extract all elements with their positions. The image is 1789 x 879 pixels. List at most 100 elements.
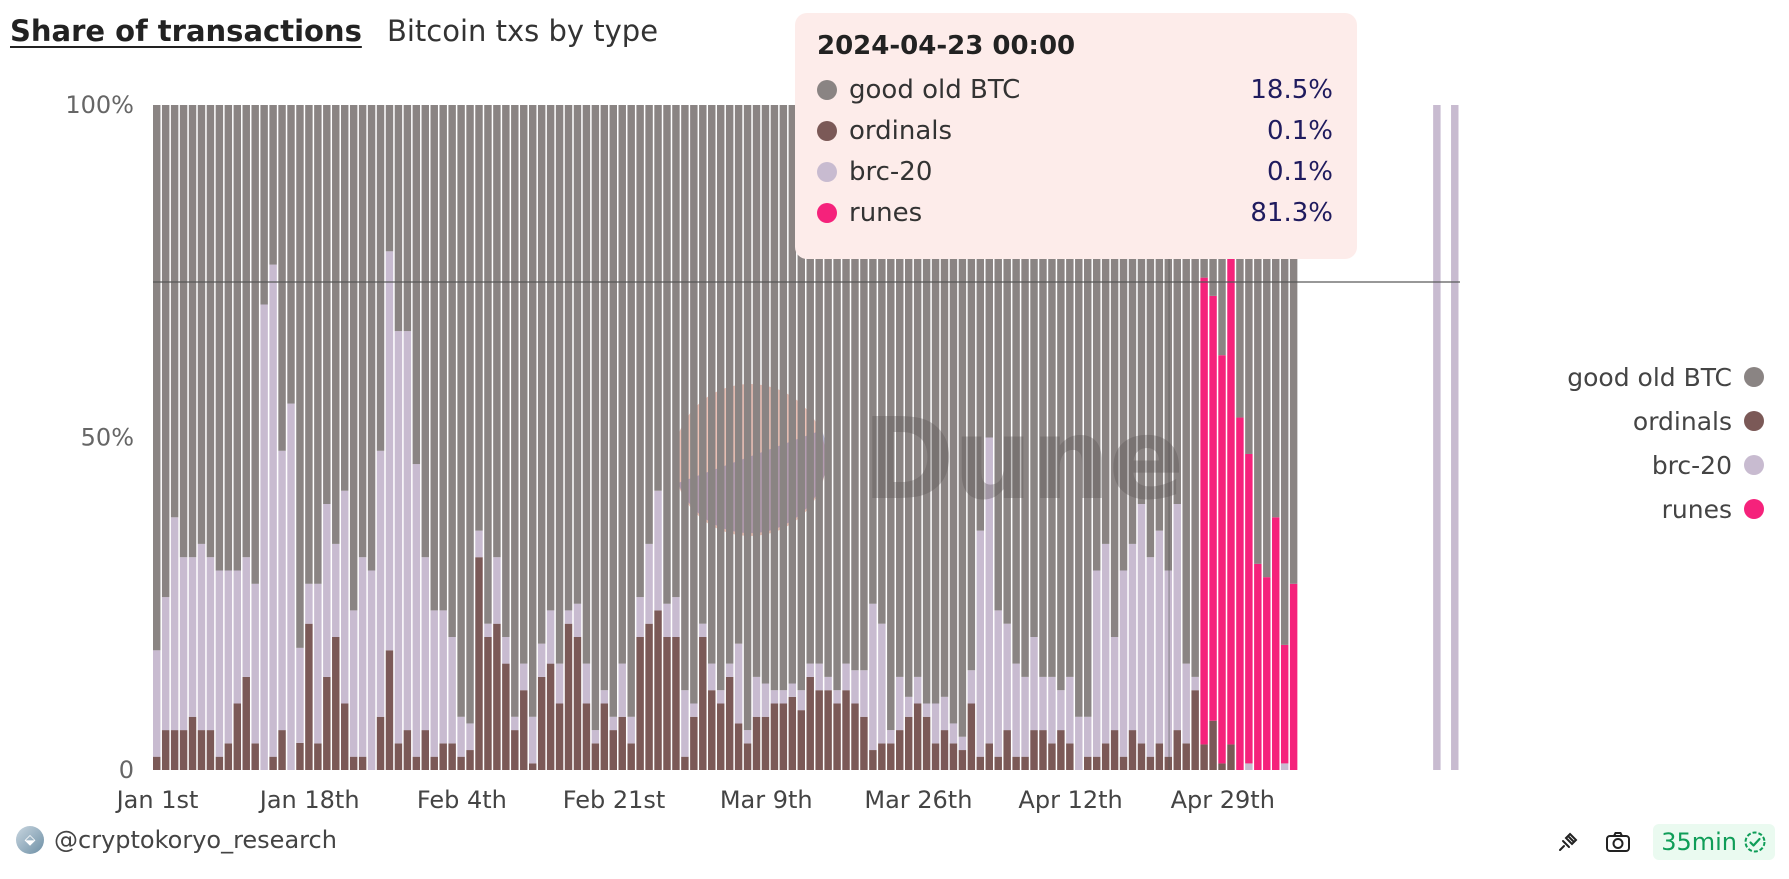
bar-ordinals[interactable] bbox=[1066, 743, 1074, 770]
bar-btc[interactable] bbox=[734, 105, 743, 644]
bar-brc20[interactable] bbox=[1110, 637, 1119, 731]
bar-btc[interactable] bbox=[627, 105, 635, 717]
bar-brc20[interactable] bbox=[242, 557, 250, 677]
bar-btc[interactable] bbox=[904, 105, 913, 697]
bar-ordinals[interactable] bbox=[591, 743, 600, 770]
bar-brc20[interactable] bbox=[860, 670, 868, 717]
bar-btc[interactable] bbox=[600, 105, 609, 691]
bar-btc[interactable] bbox=[340, 105, 349, 491]
bar-brc20[interactable] bbox=[385, 251, 394, 651]
bar-brc20[interactable] bbox=[699, 623, 707, 637]
bar-runes[interactable] bbox=[1245, 453, 1253, 764]
bar-brc20[interactable] bbox=[1119, 570, 1128, 757]
bar-brc20[interactable] bbox=[708, 663, 716, 691]
bar-brc20[interactable] bbox=[466, 723, 474, 751]
bar-btc[interactable] bbox=[511, 105, 519, 717]
bar-ordinals[interactable] bbox=[457, 756, 465, 770]
bar-runes[interactable] bbox=[1254, 563, 1262, 770]
bar-brc20[interactable] bbox=[1182, 663, 1190, 744]
bar-ordinals[interactable] bbox=[824, 690, 832, 770]
bar-btc[interactable] bbox=[663, 105, 671, 604]
bar-brc20[interactable] bbox=[376, 450, 385, 717]
bar-ordinals[interactable] bbox=[967, 703, 976, 771]
bar-ordinals[interactable] bbox=[323, 676, 331, 770]
bar-btc[interactable] bbox=[349, 105, 358, 611]
bar-brc20[interactable] bbox=[188, 557, 197, 717]
bar-ordinals[interactable] bbox=[546, 663, 555, 770]
chart-title[interactable]: Share of transactions bbox=[10, 14, 362, 48]
bar-btc[interactable] bbox=[1084, 105, 1092, 717]
bar-brc20[interactable] bbox=[752, 676, 761, 717]
bar-btc[interactable] bbox=[1092, 105, 1101, 571]
bar-brc20[interactable] bbox=[358, 557, 367, 757]
bar-btc[interactable] bbox=[743, 105, 752, 731]
bar-brc20[interactable] bbox=[806, 663, 814, 677]
bar-ordinals[interactable] bbox=[332, 637, 340, 770]
bar-btc[interactable] bbox=[1272, 105, 1280, 518]
bar-brc20[interactable] bbox=[779, 690, 788, 704]
bar-brc20[interactable] bbox=[197, 543, 206, 731]
legend-item-btc[interactable]: good old BTC bbox=[1567, 355, 1764, 399]
bar-btc[interactable] bbox=[475, 105, 483, 531]
bar-ordinals[interactable] bbox=[690, 716, 698, 770]
bar-ordinals[interactable] bbox=[1155, 743, 1164, 770]
bar-ordinals[interactable] bbox=[153, 756, 161, 770]
bar-btc[interactable] bbox=[188, 105, 197, 558]
bar-btc[interactable] bbox=[1110, 105, 1119, 637]
bar-btc[interactable] bbox=[896, 105, 904, 677]
bar-brc20[interactable] bbox=[457, 716, 465, 757]
bar-ordinals[interactable] bbox=[1039, 730, 1047, 770]
bar-brc20[interactable] bbox=[636, 597, 644, 637]
bar-ordinals[interactable] bbox=[1182, 743, 1190, 770]
bar-ordinals[interactable] bbox=[788, 696, 797, 770]
bar-brc20[interactable] bbox=[851, 670, 859, 704]
bar-brc20[interactable] bbox=[797, 690, 805, 711]
bar-ordinals[interactable] bbox=[958, 750, 967, 770]
bar-btc[interactable] bbox=[1263, 105, 1271, 578]
bar-btc[interactable] bbox=[493, 105, 501, 558]
bar-ordinals[interactable] bbox=[842, 690, 850, 770]
bar-btc[interactable] bbox=[761, 105, 770, 684]
bar-ordinals[interactable] bbox=[520, 690, 528, 770]
bar-brc20[interactable] bbox=[716, 690, 725, 704]
bar-brc20[interactable] bbox=[1146, 557, 1155, 757]
bar-ordinals[interactable] bbox=[305, 623, 313, 770]
bar-brc20[interactable] bbox=[1048, 676, 1056, 744]
bar-btc[interactable] bbox=[564, 105, 573, 611]
bar-ordinals[interactable] bbox=[358, 756, 367, 770]
bar-brc20[interactable] bbox=[1030, 637, 1038, 731]
bar-brc20[interactable] bbox=[770, 690, 779, 704]
bar-btc[interactable] bbox=[1182, 105, 1190, 664]
bar-brc20[interactable] bbox=[323, 504, 331, 677]
bar-ordinals[interactable] bbox=[860, 716, 868, 770]
bar-brc20[interactable] bbox=[421, 557, 430, 731]
bar-btc[interactable] bbox=[654, 105, 662, 491]
legend-item-ordinals[interactable]: ordinals bbox=[1567, 399, 1764, 443]
bar-btc[interactable] bbox=[833, 105, 841, 691]
bar-brc20[interactable] bbox=[153, 650, 161, 757]
bar-btc[interactable] bbox=[546, 105, 555, 611]
bar-btc[interactable] bbox=[269, 105, 277, 265]
bar-ordinals[interactable] bbox=[224, 743, 233, 770]
bar-ordinals[interactable] bbox=[1128, 730, 1137, 770]
bar-ordinals[interactable] bbox=[1209, 720, 1217, 770]
bar-ordinals[interactable] bbox=[179, 730, 188, 770]
bar-brc20[interactable] bbox=[278, 450, 286, 731]
bar-ordinals[interactable] bbox=[904, 716, 913, 770]
bar-btc[interactable] bbox=[860, 105, 868, 671]
bar-brc20[interactable] bbox=[340, 490, 349, 704]
bar-ordinals[interactable] bbox=[922, 716, 931, 770]
bar-ordinals[interactable] bbox=[716, 703, 725, 771]
bar-brc20[interactable] bbox=[994, 610, 1002, 757]
bar-brc20[interactable] bbox=[663, 603, 671, 637]
bar-brc20[interactable] bbox=[1191, 676, 1199, 691]
bar-btc[interactable] bbox=[1057, 105, 1065, 691]
bar-ordinals[interactable] bbox=[269, 756, 277, 770]
bar-brc20[interactable] bbox=[931, 703, 940, 744]
bar-brc20[interactable] bbox=[546, 610, 555, 664]
bar-brc20[interactable] bbox=[1173, 504, 1181, 731]
bar-ordinals[interactable] bbox=[896, 730, 904, 770]
bar-brc20[interactable] bbox=[564, 610, 573, 624]
bar-ordinals[interactable] bbox=[475, 557, 483, 770]
bar-brc20[interactable] bbox=[493, 557, 501, 624]
